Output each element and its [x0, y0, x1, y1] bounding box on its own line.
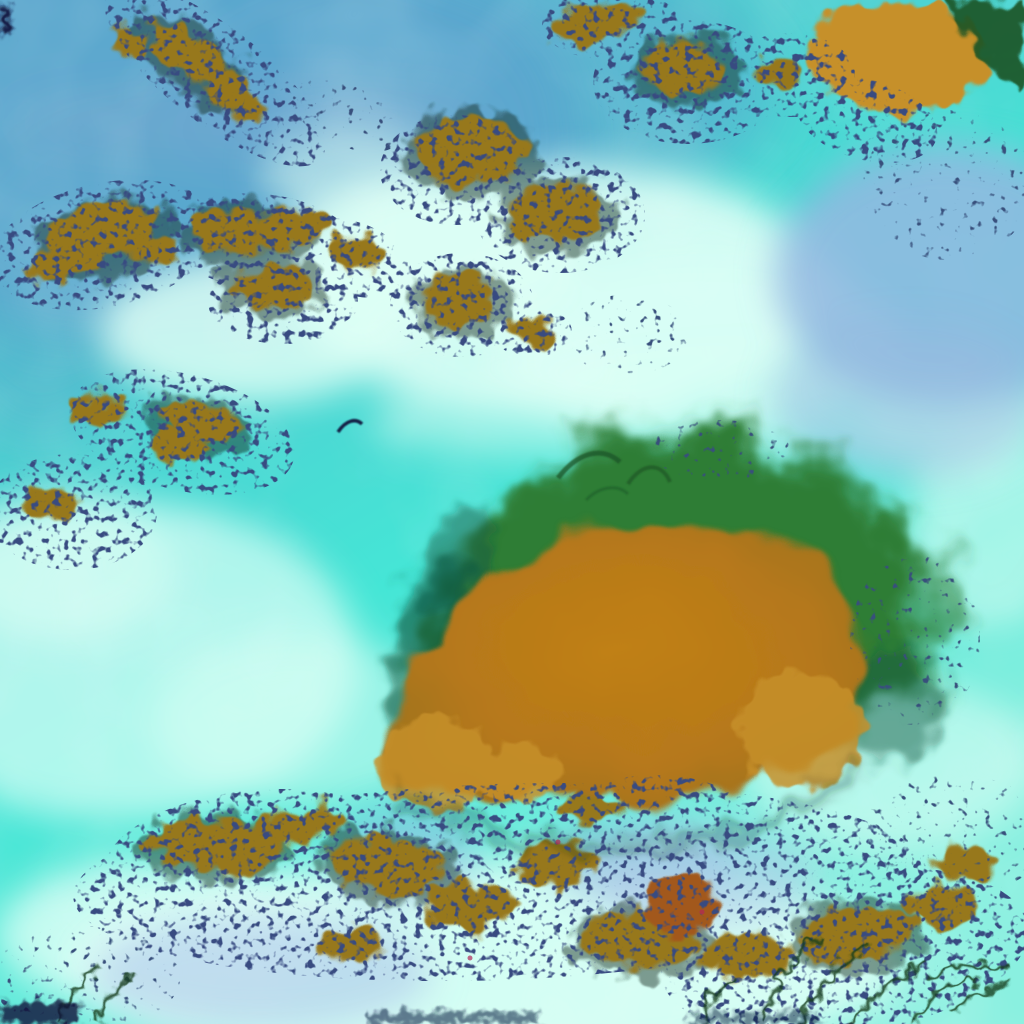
speckle-band	[0, 179, 219, 311]
speckle-band	[208, 260, 358, 344]
hook-mark	[626, 465, 672, 486]
dendrite-streak	[93, 973, 134, 1024]
edge-strip	[0, 1004, 78, 1024]
dust-top-hook-layer	[556, 450, 672, 502]
speckle-band	[565, 775, 745, 855]
speckle-band	[492, 307, 572, 357]
speckle-area	[863, 110, 1024, 260]
speckle-band-sparse-layer	[0, 77, 1024, 1024]
speckle-band	[104, 0, 326, 167]
squiggle-mark-layer	[336, 418, 364, 434]
periwinkle-patch	[773, 318, 1024, 478]
teal-feather	[409, 509, 495, 615]
edge-strip-layer	[0, 6, 820, 1024]
speckle-area	[560, 295, 690, 375]
hook-mark	[584, 486, 630, 502]
edge-strip	[368, 1012, 538, 1024]
speckle-area	[850, 555, 980, 725]
corner-mark	[0, 6, 10, 36]
dendritic-streak-layer	[58, 933, 1011, 1024]
dendrite-streak	[758, 933, 822, 1024]
magenta-fleck-layer	[467, 839, 705, 961]
magenta-fleck	[699, 909, 705, 915]
tan-lobe	[736, 672, 864, 788]
speckle-band	[542, 0, 682, 60]
dendrite-streak	[908, 978, 976, 1024]
dendrite-streak	[929, 962, 1009, 977]
dark-green-corner	[940, 0, 1024, 96]
hook-mark	[556, 450, 622, 480]
speckle-area	[289, 77, 401, 153]
speckle-area	[860, 775, 1024, 895]
speckle-band	[103, 789, 413, 935]
speckle-band	[0, 454, 157, 570]
dendrite-streak	[848, 963, 926, 1024]
edge-strip	[690, 1012, 820, 1024]
speckle-band	[475, 157, 645, 273]
squiggle-mark	[336, 418, 364, 434]
speckle-band	[69, 369, 295, 495]
dendrite-streak	[948, 983, 1011, 1017]
magenta-fleck	[467, 955, 473, 961]
tan-blob-top-right	[816, 8, 900, 56]
magenta-fleck	[555, 839, 561, 845]
speckle-area	[650, 420, 790, 480]
